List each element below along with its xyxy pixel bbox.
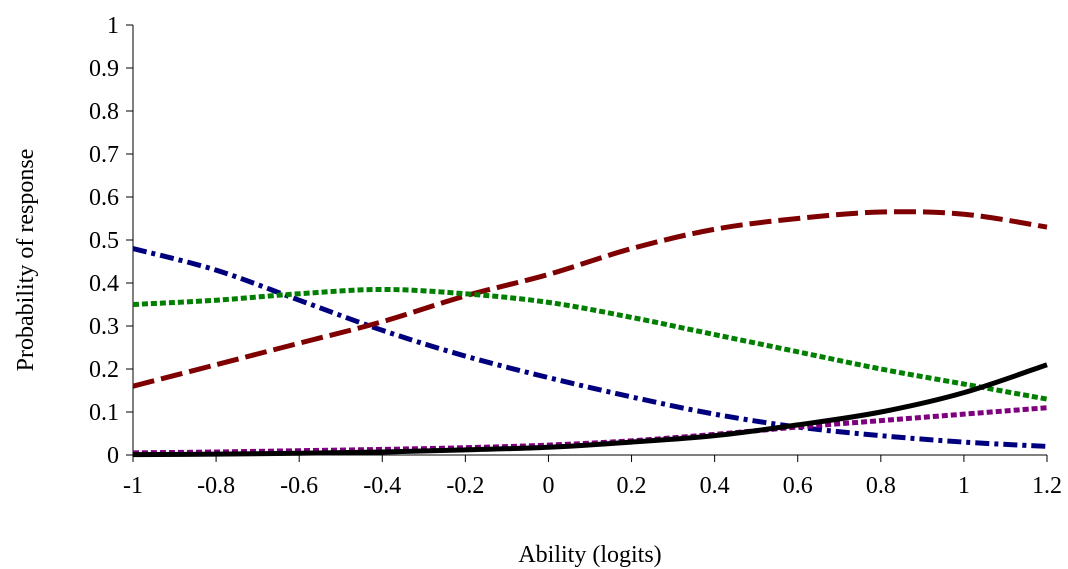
y-tick-label: 0.2 bbox=[89, 357, 119, 383]
x-tick-labels: -1 -0.8 -0.6 -0.4 -0.2 0 0.2 0.4 0.6 0.8 1 1.2 bbox=[123, 455, 1062, 499]
axes bbox=[132, 25, 1047, 456]
series-line-3 bbox=[132, 286, 1048, 402]
y-tick-label: 0.1 bbox=[89, 400, 119, 426]
x-tick-label: 0.6 bbox=[783, 473, 813, 499]
series-line-2 bbox=[132, 209, 1048, 389]
x-tick-label: -0.4 bbox=[363, 473, 401, 499]
x-tick-label: 0.2 bbox=[617, 473, 647, 499]
y-tick-label: 0.4 bbox=[89, 271, 119, 297]
x-tick-label: 0 bbox=[542, 473, 554, 499]
y-tick-label: 1 bbox=[107, 13, 119, 39]
x-tick-label: -0.8 bbox=[197, 473, 235, 499]
y-tick-label: 0.9 bbox=[89, 56, 119, 82]
x-tick-label: 0.8 bbox=[866, 473, 896, 499]
y-tick-label: 0.6 bbox=[89, 185, 119, 211]
x-tick-label: -1 bbox=[123, 473, 143, 499]
series-line-1 bbox=[132, 246, 1048, 449]
y-tick-label: 0.7 bbox=[89, 142, 119, 168]
series-layer bbox=[132, 209, 1048, 458]
x-tick-label: -0.2 bbox=[446, 473, 484, 499]
x-tick-label: -0.6 bbox=[280, 473, 318, 499]
y-axis-title: Probability of response bbox=[13, 149, 39, 372]
y-tick-labels: 0 0.1 0.2 0.3 0.4 0.5 0.6 0.7 0.8 0.9 1 bbox=[89, 13, 133, 469]
y-tick-label: 0.8 bbox=[89, 99, 119, 125]
series-line-5 bbox=[132, 362, 1048, 458]
series-line-4 bbox=[132, 405, 1048, 456]
x-tick-label: 1.2 bbox=[1032, 473, 1062, 499]
y-tick-label: 0 bbox=[107, 443, 119, 469]
x-tick-label: 0.4 bbox=[700, 473, 730, 499]
y-tick-label: 0.3 bbox=[89, 314, 119, 340]
y-tick-label: 0.5 bbox=[89, 228, 119, 254]
x-axis-title: Ability (logits) bbox=[518, 542, 661, 568]
x-tick-label: 1 bbox=[958, 473, 970, 499]
